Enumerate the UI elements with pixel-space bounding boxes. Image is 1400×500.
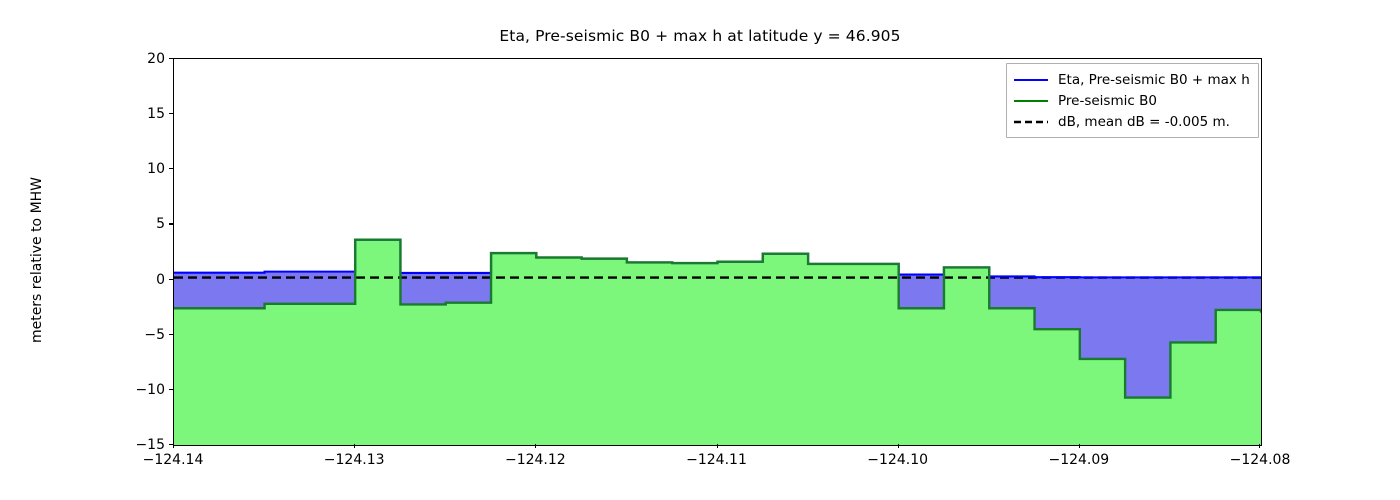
- x-tick-label: −124.10: [867, 452, 929, 468]
- x-tick-mark: [535, 444, 537, 448]
- y-tick-label: 0: [156, 271, 165, 288]
- y-tick-label: −10: [135, 381, 165, 398]
- y-axis-label: meters relative to MHW: [29, 176, 45, 344]
- legend-line-swatch: [1013, 94, 1049, 108]
- legend-entry[interactable]: Eta, Pre-seismic B0 + max h: [1013, 69, 1250, 90]
- y-tick-mark: [169, 388, 173, 390]
- x-tick-mark: [897, 444, 899, 448]
- x-tick-mark: [1078, 444, 1080, 448]
- x-tick-label: −124.14: [142, 452, 204, 468]
- x-tick-label: −124.13: [323, 452, 385, 468]
- x-tick-mark: [173, 444, 175, 448]
- y-tick-mark: [169, 113, 173, 115]
- topography-line: [174, 238, 1261, 399]
- y-tick-label: −5: [144, 326, 165, 343]
- legend-line-swatch: [1013, 115, 1049, 129]
- y-axis-tick-labels: −15 −10 −5 0 5 10 15 20: [113, 51, 165, 453]
- x-tick-label: −124.11: [686, 452, 747, 468]
- y-tick-label: 20: [147, 51, 165, 67]
- y-tick-mark: [169, 58, 173, 60]
- legend-box: Eta, Pre-seismic B0 + max h Pre-seismic B…: [1006, 63, 1259, 138]
- plot-svg: [174, 238, 1261, 445]
- chart-title: Eta, Pre-seismic B0 + max h at latitude …: [499, 27, 901, 45]
- legend-entry[interactable]: dB, mean dB = -0.005 m.: [1013, 111, 1250, 132]
- legend-entry[interactable]: Pre-seismic B0: [1013, 90, 1250, 111]
- x-tick-label: −124.12: [504, 452, 566, 468]
- legend-label: Eta, Pre-seismic B0 + max h: [1058, 71, 1250, 88]
- legend-label: Pre-seismic B0: [1058, 92, 1157, 109]
- y-tick-mark: [169, 278, 173, 280]
- x-tick-label: −124.09: [1048, 452, 1110, 468]
- legend-line-swatch: [1013, 73, 1049, 87]
- y-tick-mark: [169, 444, 173, 446]
- y-tick-mark: [169, 333, 173, 335]
- x-tick-label: −124.08: [1229, 452, 1291, 468]
- y-tick-label: 10: [147, 161, 165, 178]
- y-tick-label: 5: [156, 216, 165, 233]
- x-tick-mark: [1259, 444, 1261, 448]
- y-tick-mark: [169, 223, 173, 225]
- x-tick-mark: [716, 444, 718, 448]
- x-axis-tick-labels: −124.14 −124.13 −124.12 −124.11 −124.10 −124.…: [143, 452, 1291, 474]
- series-layer: [174, 238, 1261, 445]
- x-tick-mark: [354, 444, 356, 448]
- y-tick-label: −15: [135, 437, 165, 453]
- y-tick-mark: [169, 168, 173, 170]
- legend-label: dB, mean dB = -0.005 m.: [1058, 113, 1230, 130]
- y-tick-label: 15: [147, 106, 165, 123]
